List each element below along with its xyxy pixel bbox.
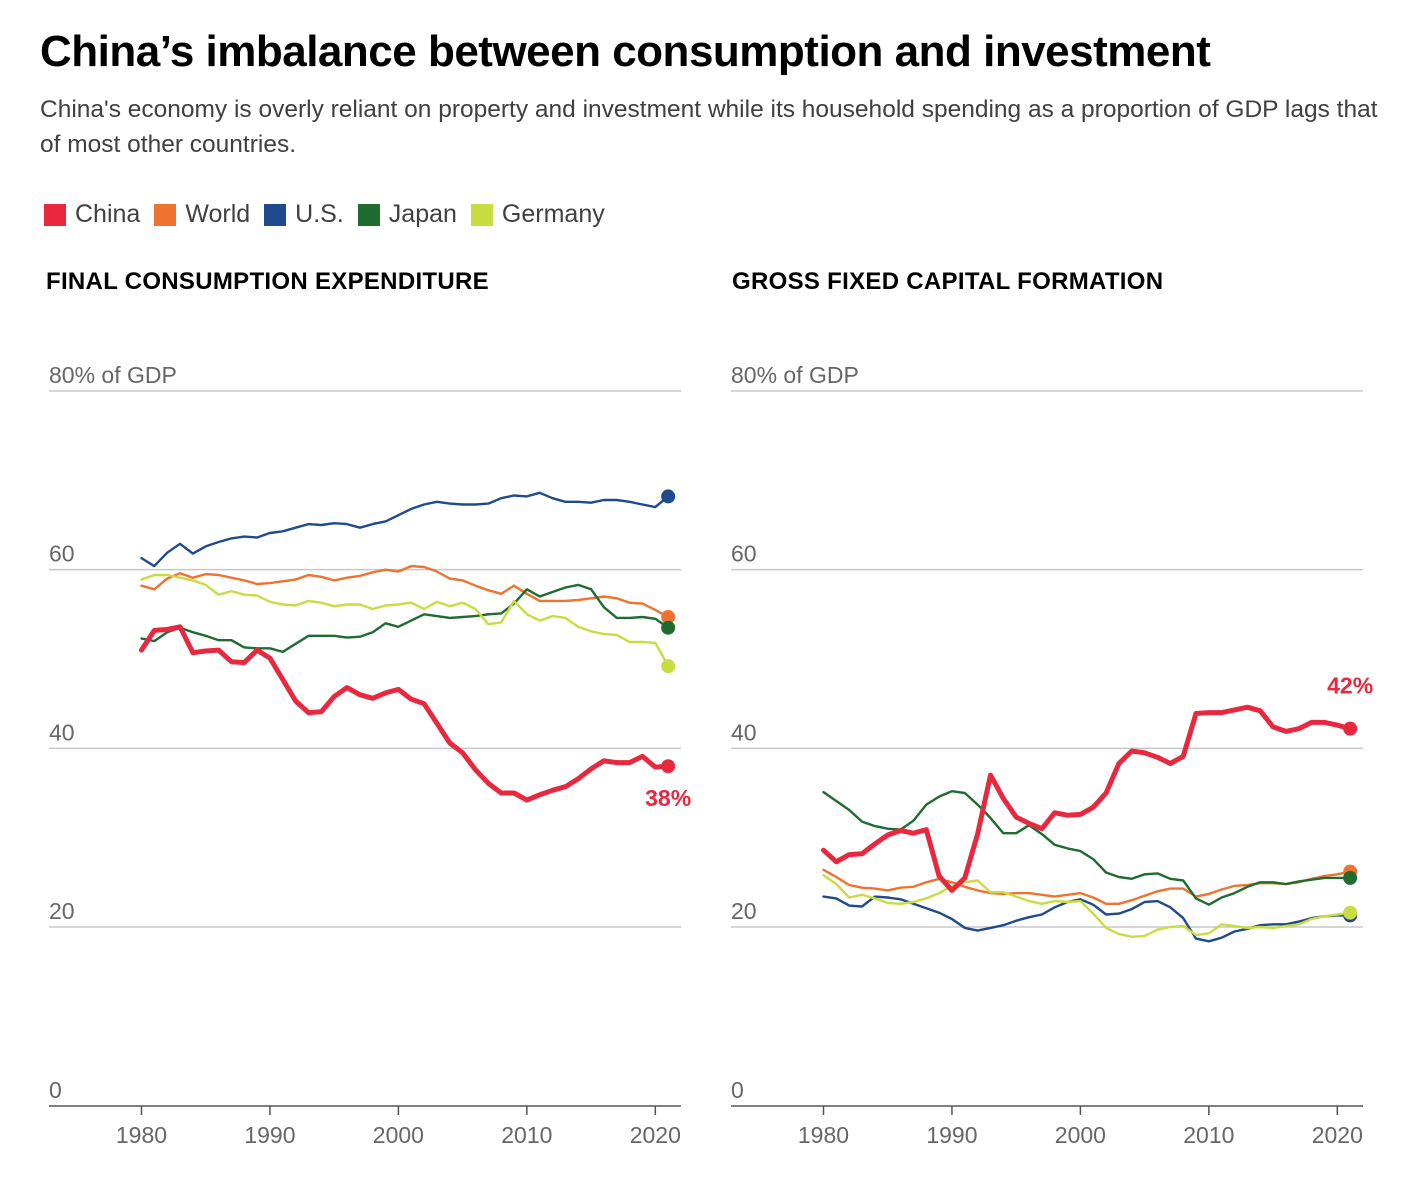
legend-item-world: World [154, 200, 250, 229]
legend-item-japan: Japan [357, 200, 457, 229]
x-tick-label-2020: 2020 [630, 1122, 681, 1148]
series-line-germany [140, 573, 670, 668]
legend-label-germany: Germany [501, 200, 605, 228]
chart-capital-formation: 80% of GDP 60 40 20 0 1980 1990 2000 2010 2020 42% [731, 362, 1373, 1148]
panel-title-consumption: FINAL CONSUMPTION EXPENDITURE [46, 268, 489, 295]
series-endpoint-germany [661, 659, 676, 674]
x-tick-label-1990: 1990 [244, 1122, 295, 1148]
legend: China World U.S. Japan Germany [44, 200, 619, 229]
x-tick-label-1990: 1990 [926, 1122, 977, 1148]
y-tick-label-60: 60 [49, 541, 75, 567]
series-endpoint-japan [1343, 870, 1358, 885]
x-tick-label-2000: 2000 [1055, 1122, 1106, 1148]
legend-label-world: World [185, 200, 251, 228]
series-endpoint-world [661, 610, 676, 625]
end-label-china: 42% [1327, 673, 1373, 699]
y-tick-label-20: 20 [49, 898, 75, 924]
legend-swatch-us [264, 203, 287, 226]
panel-title-capital-formation: GROSS FIXED CAPITAL FORMATION [732, 268, 1164, 295]
series-line-china [139, 624, 671, 803]
series-line-world [140, 564, 670, 619]
legend-item-germany: Germany [470, 200, 605, 229]
y-tick-label-80: 80% of GDP [731, 362, 859, 388]
x-tick-label-2020: 2020 [1312, 1122, 1363, 1148]
series-line-germany [822, 874, 1352, 938]
legend-label-us: U.S. [295, 200, 344, 228]
series-endpoint-china [1343, 721, 1358, 736]
y-tick-label-20: 20 [731, 898, 757, 924]
y-tick-label-60: 60 [731, 541, 757, 567]
y-tick-label-0: 0 [731, 1077, 744, 1103]
series-line-china [821, 704, 1353, 893]
y-tick-label-40: 40 [49, 719, 75, 745]
x-tick-label-2010: 2010 [1183, 1122, 1234, 1148]
series-endpoint-japan [661, 620, 676, 635]
legend-label-china: China [75, 200, 141, 228]
chart-consumption: 80% of GDP 60 40 20 0 1980 1990 2000 2010 2020 38% [49, 362, 691, 1148]
y-tick-label-0: 0 [49, 1077, 62, 1103]
legend-swatch-world [154, 203, 177, 226]
legend-swatch-japan [357, 203, 380, 226]
series-line-japan [140, 583, 670, 654]
x-tick-label-2010: 2010 [501, 1122, 552, 1148]
chart-title: China’s imbalance between consumption an… [40, 27, 1211, 76]
chart-subtitle: China's economy is overly reliant on pro… [40, 96, 1378, 158]
legend-swatch-germany [470, 203, 493, 226]
legend-swatch-china [44, 203, 66, 226]
legend-item-us: U.S. [264, 200, 344, 229]
y-tick-label-80: 80% of GDP [49, 362, 177, 388]
x-tick-label-1980: 1980 [798, 1122, 849, 1148]
y-tick-label-40: 40 [731, 719, 757, 745]
series-endpoint-us [661, 489, 676, 504]
series-endpoint-germany [1343, 905, 1358, 920]
series-line-japan [822, 790, 1352, 906]
x-tick-label-1980: 1980 [116, 1122, 167, 1148]
x-tick-label-2000: 2000 [373, 1122, 424, 1148]
legend-label-japan: Japan [388, 200, 457, 228]
legend-item-china: China [44, 200, 140, 229]
series-line-us [140, 491, 670, 568]
end-label-china: 38% [645, 785, 691, 811]
series-endpoint-china [661, 759, 676, 774]
